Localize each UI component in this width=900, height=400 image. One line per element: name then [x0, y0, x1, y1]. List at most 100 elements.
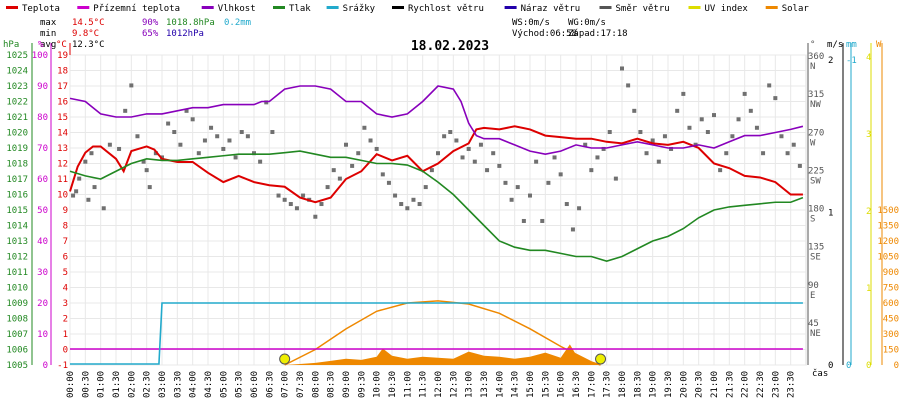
tick-time-39: 19:30 [664, 371, 674, 398]
tick-mm-1: 0 [846, 361, 851, 371]
wind-dir-point-121 [797, 163, 802, 168]
tick-pct-10: 100 [32, 51, 48, 61]
tick-degc-19: 18 [57, 67, 68, 77]
tick-w-6: 900 [883, 268, 899, 278]
wind-dir-point-37 [282, 197, 287, 202]
wind-dir-point-110 [730, 134, 735, 139]
wind-dir-point-36 [276, 193, 281, 198]
tick-time-5: 02:30 [143, 371, 153, 398]
stat-min-label: min [40, 29, 56, 39]
wind-dir-point-55 [393, 193, 398, 198]
tick-time-25: 12:30 [449, 371, 459, 398]
wind-dir-point-57 [405, 206, 410, 211]
wind-dir-point-118 [779, 134, 784, 139]
wind-dir-point-26 [215, 134, 220, 139]
tick-dir-7: 45 [808, 319, 819, 329]
wind-dir-point-82 [558, 172, 563, 177]
wind-dir-point-76 [521, 218, 526, 223]
tick-degc-4: 3 [63, 299, 68, 309]
wind-dir-point-0 [71, 193, 76, 198]
wind-dir-point-56 [399, 202, 404, 207]
wind-dir-point-46 [337, 176, 342, 181]
axis-unit-w: W [876, 40, 882, 50]
tick-time-35: 17:30 [603, 371, 613, 398]
tick-time-45: 22:30 [756, 371, 766, 398]
wind-dir-point-92 [620, 66, 624, 71]
legend-swatch-0 [6, 6, 18, 9]
wind-dir-point-70 [485, 168, 490, 173]
wind-dir-point-25 [209, 125, 214, 130]
wind-dir-point-69 [478, 142, 483, 147]
legend-label-2: Vlhkost [218, 4, 256, 14]
tick-hpa-13: 1018 [6, 160, 28, 170]
tick-dir-2: 270 [808, 128, 824, 138]
wind-dir-point-84 [570, 227, 575, 232]
tick-degc-17: 16 [57, 98, 68, 108]
legend-swatch-2 [201, 6, 214, 9]
wind-dir-point-2 [77, 176, 82, 181]
wind-dir-point-105 [699, 117, 704, 122]
stat-max-temp: 14.5°C [72, 18, 105, 28]
axis-unit-degc: °C [56, 40, 67, 50]
wind-dir-point-40 [301, 193, 306, 198]
tick-hpa-2: 1007 [6, 330, 28, 340]
wind-dir-point-8 [107, 142, 112, 147]
tick-uv-4: 0 [866, 361, 871, 371]
series-line-4 [70, 302, 803, 365]
tick-degc-18: 17 [57, 82, 68, 92]
wind-dir-point-35 [270, 130, 275, 135]
wind-dir-point-95 [638, 130, 643, 135]
wind-dir-point-9 [117, 146, 122, 151]
legend-swatch-9 [765, 6, 778, 9]
wind-dir-point-28 [227, 138, 232, 143]
wind-dir-point-89 [601, 146, 606, 151]
tick-ms-2: 0 [828, 361, 833, 371]
tick-dir-3: 225 [808, 166, 824, 176]
wind-dir-point-75 [515, 185, 520, 190]
wind-dir-point-64 [448, 130, 453, 135]
tick-dir-1: 315 [808, 90, 824, 100]
marker-sunset [595, 353, 607, 365]
wind-dir-point-53 [380, 172, 385, 177]
wind-dir-point-120 [791, 142, 796, 147]
tick-pct-3: 30 [37, 268, 48, 278]
tick-dir-label-7: NE [810, 329, 821, 339]
legend-swatch-6 [504, 6, 517, 9]
legend-swatch-4 [326, 6, 339, 9]
wind-dir-point-42 [313, 214, 318, 219]
tick-degc-3: 2 [63, 315, 68, 325]
stat-max-hum: 90% [142, 18, 159, 28]
wind-dir-point-96 [644, 151, 649, 156]
legend-swatch-7 [599, 6, 612, 9]
stat-wg: WG:0m/s [568, 18, 606, 28]
tick-hpa-16: 1021 [6, 113, 28, 123]
tick-time-9: 04:30 [204, 371, 214, 398]
chart-title: 18.02.2023 [411, 39, 489, 54]
tick-time-38: 19:00 [649, 371, 659, 398]
wind-dir-point-73 [503, 180, 508, 185]
stat-sunset: Západ:17:18 [568, 29, 628, 39]
wind-dir-point-103 [687, 125, 692, 130]
tick-degc-13: 12 [57, 160, 68, 170]
tick-time-7: 03:30 [173, 371, 183, 398]
tick-degc-10: 9 [63, 206, 68, 216]
wind-dir-point-32 [252, 151, 256, 156]
tick-hpa-18: 1023 [6, 82, 28, 92]
wind-dir-point-78 [534, 159, 539, 164]
tick-time-21: 10:30 [388, 371, 398, 398]
tick-dir-label-6: E [810, 291, 815, 301]
tick-time-3: 01:30 [112, 371, 122, 398]
series-solar-measured-area [284, 344, 601, 365]
wind-dir-point-113 [748, 108, 753, 113]
tick-hpa-20: 1025 [6, 51, 28, 61]
legend-label-8: UV index [705, 4, 749, 14]
axis-unit-hpa: hPa [3, 40, 19, 50]
tick-time-41: 20:30 [695, 371, 705, 398]
wind-dir-point-102 [681, 91, 686, 96]
tick-time-13: 06:30 [265, 371, 275, 398]
wind-dir-point-94 [632, 108, 637, 113]
tick-time-24: 12:00 [434, 371, 444, 398]
tick-time-4: 02:00 [127, 371, 137, 398]
tick-time-19: 09:30 [357, 371, 367, 398]
tick-pct-5: 50 [37, 206, 48, 216]
